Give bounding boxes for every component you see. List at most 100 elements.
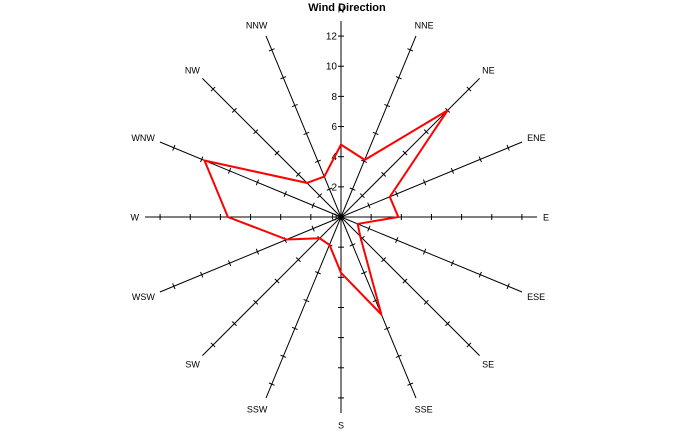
tick-wnw-4	[283, 190, 287, 197]
tick-nw-10	[231, 107, 237, 113]
tick-nne-8	[384, 103, 391, 108]
tick-ssw-4	[314, 271, 321, 275]
tick-ese-10	[478, 271, 482, 278]
data-point-s	[340, 272, 342, 274]
tick-sse-4	[361, 271, 368, 275]
tick-ne-8	[423, 129, 429, 135]
tick-nnw-6	[303, 131, 310, 136]
tick-se-12	[466, 342, 472, 348]
radial-tick-label-6: 6	[331, 122, 337, 133]
tick-ese-2	[367, 225, 371, 232]
direction-label-wnw: WNW	[131, 133, 155, 143]
axis-sw	[202, 216, 342, 356]
tick-wsw-10	[200, 271, 204, 278]
tick-ne-2	[359, 193, 365, 199]
data-point-ssw	[328, 244, 331, 246]
tick-nne-2	[349, 187, 356, 191]
data-point-nnw	[323, 175, 326, 178]
tick-se-8	[423, 299, 429, 305]
data-point-wsw	[285, 238, 288, 241]
axis-wsw	[159, 216, 342, 293]
data-point-e	[397, 216, 400, 218]
tick-ese-4	[395, 237, 399, 244]
tick-ene-4	[395, 190, 399, 197]
tick-wnw-12	[172, 144, 176, 151]
tick-wsw-12	[172, 283, 176, 290]
direction-label-e: E	[543, 213, 549, 223]
tick-ese-6	[422, 248, 427, 255]
direction-label-s: S	[338, 421, 344, 431]
tick-wsw-8	[227, 260, 232, 267]
tick-ssw-10	[280, 354, 287, 358]
axis-ne	[340, 78, 480, 218]
tick-nne-12	[407, 48, 414, 52]
data-point-se	[359, 235, 362, 237]
direction-label-ne: NE	[482, 65, 495, 75]
tick-nnw-12	[268, 48, 275, 52]
direction-label-sw: SW	[185, 360, 200, 370]
tick-ne-4	[381, 171, 387, 177]
data-point-sse	[380, 313, 383, 316]
radial-tick-label-10: 10	[326, 62, 338, 73]
tick-ene-10	[478, 156, 482, 163]
series-line-0	[202, 109, 449, 316]
axis-wnw	[159, 141, 342, 218]
tick-sw-12	[210, 342, 216, 348]
tick-wnw-8	[227, 167, 232, 174]
direction-label-ene: ENE	[527, 133, 546, 143]
direction-label-w: W	[131, 213, 140, 223]
tick-sw-10	[231, 321, 237, 327]
direction-label-wsw: WSW	[132, 292, 155, 302]
axis-ene	[340, 141, 523, 218]
tick-ene-6	[422, 179, 427, 186]
tick-wnw-2	[311, 202, 315, 209]
axis-se	[340, 216, 480, 356]
direction-label-se: SE	[482, 360, 494, 370]
tick-sw-4	[295, 257, 301, 263]
tick-nne-4	[361, 159, 368, 163]
tick-sse-10	[395, 354, 402, 358]
data-point-nw	[306, 182, 308, 184]
tick-nnw-8	[291, 103, 298, 108]
direction-label-nw: NW	[185, 65, 200, 75]
direction-label-ese: ESE	[527, 292, 545, 302]
tick-wsw-2	[311, 225, 315, 232]
radial-tick-label-0: 0	[331, 213, 337, 224]
tick-sw-8	[253, 299, 259, 305]
tick-ene-8	[450, 167, 455, 174]
tick-ese-12	[506, 283, 510, 290]
tick-wnw-10	[200, 156, 204, 163]
data-point-sw	[318, 237, 321, 240]
tick-nw-8	[253, 129, 259, 135]
radial-tick-label-2: 2	[331, 182, 337, 193]
tick-sse-8	[384, 326, 391, 331]
direction-labels: N NNE NE ENE E ESE SE SSE S SSW SW WSW W WNW NW NNW	[131, 5, 550, 431]
series-layer	[202, 109, 449, 316]
tick-wnw-6	[255, 179, 260, 186]
direction-label-n: N	[338, 5, 345, 15]
tick-nw-2	[317, 193, 323, 199]
tick-nw-12	[210, 86, 216, 92]
data-point-ene	[389, 196, 391, 198]
tick-ene-12	[506, 144, 510, 151]
axis-ssw	[265, 216, 342, 399]
axis-tick-marks	[159, 35, 523, 399]
axis-nw	[202, 78, 342, 218]
tick-nnw-10	[280, 76, 287, 80]
chart-title: Wind Direction	[308, 2, 386, 14]
axis-nne	[340, 35, 417, 218]
tick-se-6	[402, 278, 408, 284]
data-point-n	[340, 143, 342, 146]
tick-sse-2	[349, 243, 356, 247]
axis-ese	[340, 216, 523, 293]
data-point-wnw	[203, 159, 206, 162]
tick-ssw-12	[268, 382, 275, 386]
tick-se-4	[381, 257, 387, 263]
tick-wsw-6	[255, 248, 260, 255]
direction-label-nnw: NNW	[246, 20, 268, 30]
data-point-ne	[446, 109, 449, 112]
tick-nnw-2	[326, 187, 333, 191]
data-point-ese	[356, 223, 359, 225]
tick-nne-6	[372, 131, 379, 136]
